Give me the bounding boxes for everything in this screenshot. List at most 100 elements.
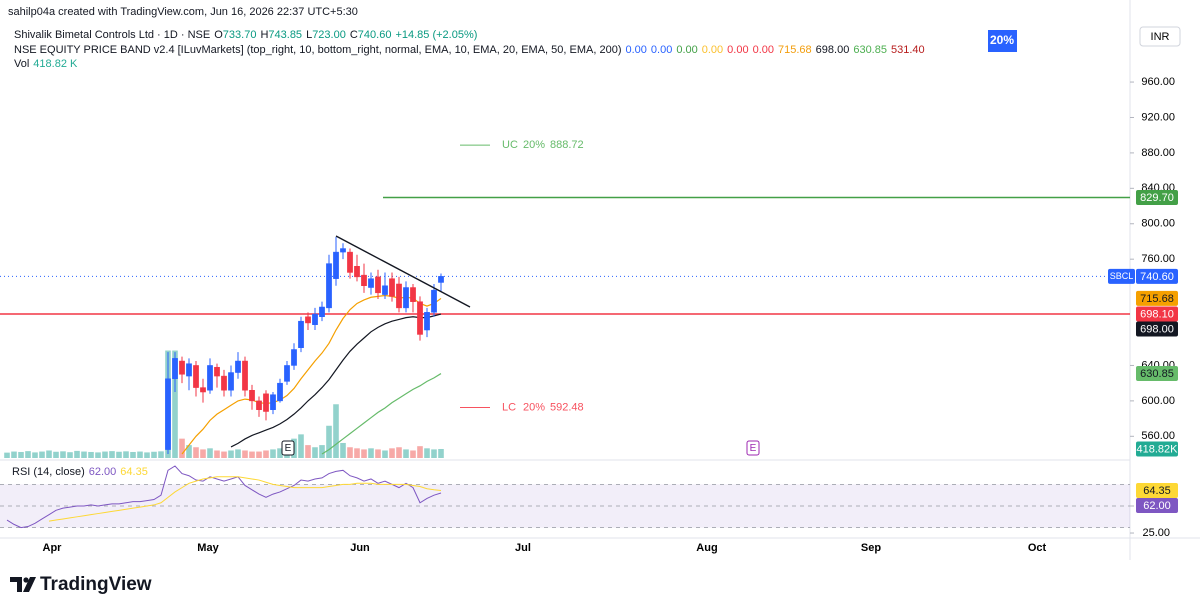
indicator-value: 0.00 bbox=[625, 44, 647, 56]
change: +14.85 (+2.05%) bbox=[395, 29, 478, 41]
event-box bbox=[281, 440, 295, 456]
candle-body bbox=[228, 372, 234, 391]
candle-body bbox=[333, 251, 339, 279]
volume-bar bbox=[123, 451, 129, 458]
symbol-line: Shivalik Bimetal Controls Ltd · 1D · NSE… bbox=[14, 29, 481, 41]
volume-bar bbox=[88, 451, 94, 458]
rsi-ma-value: 64.35 bbox=[120, 466, 148, 478]
x-tick-label: Sep bbox=[861, 542, 881, 554]
candle-body bbox=[389, 278, 395, 297]
volume-bar bbox=[81, 451, 87, 458]
ohlc-value: 740.60 bbox=[357, 29, 392, 41]
candle-body bbox=[361, 274, 367, 286]
candle-body bbox=[424, 312, 430, 331]
candle-body bbox=[207, 365, 213, 391]
ohlc-label: C bbox=[349, 29, 358, 41]
candle-body bbox=[431, 289, 437, 313]
candle-body bbox=[179, 360, 185, 375]
volume-bar bbox=[382, 450, 388, 458]
event-label: E bbox=[285, 443, 292, 454]
rsi-value: 62.00 bbox=[88, 466, 117, 478]
candle-body bbox=[249, 389, 255, 402]
event-box bbox=[746, 440, 760, 456]
axis-label-box bbox=[1136, 189, 1178, 205]
volume-bar bbox=[67, 452, 73, 458]
volume-bar bbox=[18, 451, 24, 458]
volume-bar bbox=[375, 449, 381, 458]
volume-bar bbox=[424, 448, 430, 458]
currency-box[interactable] bbox=[1139, 26, 1181, 47]
candle-body bbox=[354, 266, 360, 278]
candle-body bbox=[256, 400, 262, 410]
rsi-band bbox=[0, 484, 1130, 528]
ohlc-value: 743.85 bbox=[268, 29, 303, 41]
volume-bar bbox=[242, 450, 248, 458]
indicator-name: NSE EQUITY PRICE BAND v2.4 [ILuvMarkets]… bbox=[14, 44, 622, 56]
ema-line bbox=[321, 373, 442, 455]
axis-label-box bbox=[1136, 366, 1178, 382]
volume-bar bbox=[347, 447, 353, 458]
volume-bar bbox=[53, 451, 59, 458]
axis-label-box bbox=[1136, 441, 1178, 457]
x-tick-label: May bbox=[197, 542, 219, 554]
volume-bar bbox=[102, 451, 108, 458]
rsi-tick-label: 25.00 bbox=[1142, 527, 1170, 539]
volume-bar bbox=[305, 445, 311, 458]
candle-body bbox=[438, 276, 444, 283]
axis-label: 630.85 bbox=[1140, 368, 1174, 380]
volume-bar bbox=[46, 450, 52, 458]
volume-value: 418.82 K bbox=[33, 58, 78, 70]
volume-bar bbox=[207, 448, 213, 458]
volume-bar bbox=[4, 452, 10, 458]
axis-label-box bbox=[1136, 290, 1178, 306]
candle-body bbox=[172, 358, 178, 379]
volume-bar bbox=[354, 448, 360, 458]
candle-body bbox=[263, 393, 269, 412]
indicator-value: 0.00 bbox=[701, 44, 724, 56]
candle-body bbox=[165, 378, 171, 450]
symbol-label: SBCL bbox=[1110, 271, 1134, 281]
candle-body bbox=[382, 285, 388, 295]
currency: INR bbox=[1151, 31, 1170, 43]
band-badge: 20% bbox=[990, 33, 1014, 47]
rsi-line bbox=[6, 465, 442, 529]
circuit-value: 592.48 bbox=[550, 401, 584, 413]
candle-body bbox=[347, 251, 353, 273]
candle-body bbox=[214, 366, 220, 377]
event-label: E bbox=[750, 443, 757, 454]
y-tick-label: 960.00 bbox=[1141, 76, 1175, 88]
axis-label-box bbox=[1136, 321, 1178, 337]
indicator-value: 0.00 bbox=[727, 44, 749, 56]
volume-bar bbox=[11, 451, 17, 458]
indicator-value: 531.40 bbox=[890, 44, 925, 56]
circuit-pct: 20% bbox=[523, 139, 545, 151]
volume-bar bbox=[319, 445, 325, 458]
volume-bar bbox=[95, 452, 101, 458]
candle-body bbox=[193, 365, 199, 388]
candle-body bbox=[291, 349, 297, 366]
axis-label-box bbox=[1136, 497, 1178, 513]
volume-bar bbox=[109, 451, 115, 458]
volume-bar bbox=[179, 438, 185, 458]
y-tick-label: 760.00 bbox=[1141, 253, 1175, 265]
volume-bar bbox=[410, 450, 416, 458]
volume-bar bbox=[221, 451, 227, 458]
volume-bar bbox=[333, 404, 339, 458]
volume-bar bbox=[431, 449, 437, 458]
volume-bar bbox=[25, 451, 31, 458]
volume-bar bbox=[172, 350, 178, 458]
rsi-ma-line bbox=[48, 476, 442, 522]
candle-body bbox=[277, 382, 283, 402]
x-tick-label: Jul bbox=[515, 542, 531, 554]
axis-label: 829.70 bbox=[1140, 192, 1174, 204]
x-tick-label: Oct bbox=[1028, 542, 1047, 554]
candle-body bbox=[298, 320, 304, 348]
candle-body bbox=[417, 301, 423, 335]
candle-body bbox=[410, 287, 416, 302]
indicator-value: 0.00 bbox=[650, 44, 673, 56]
ohlc-label: L bbox=[306, 29, 313, 41]
volume-bar bbox=[235, 449, 241, 458]
candle-body bbox=[186, 363, 192, 377]
volume-bar bbox=[186, 445, 192, 458]
